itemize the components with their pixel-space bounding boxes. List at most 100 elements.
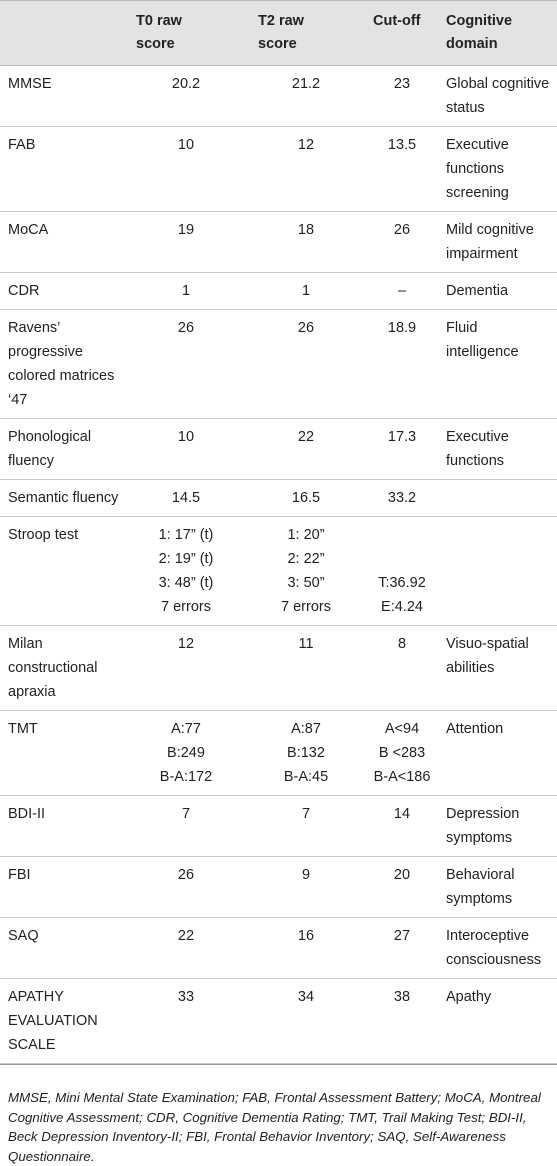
t0-cell-line: 1 [181, 283, 191, 299]
cutoff-cell-line: T:36.92 [378, 575, 426, 591]
test-cell-line: TMT [8, 721, 38, 737]
test-cell-line: EVALUATION [8, 1013, 98, 1029]
domain-cell: Depression symptoms [446, 802, 556, 850]
test-cell-line: ‘47 [8, 392, 28, 408]
test-cell-line: Milan [8, 636, 43, 652]
test-cell: MoCA [8, 218, 124, 242]
t0-cell: 14.5 [128, 486, 244, 510]
t2-cell-line: 7 errors [281, 599, 331, 615]
t0-cell-line: 1: 17” (t) [158, 527, 214, 543]
header-t0-line2: score [136, 36, 175, 52]
domain-cell: Executive functions [446, 425, 556, 473]
table-body: MMSE 20.2 21.2 23 Global cognitive status FAB 1… [0, 66, 557, 1064]
header-t2-line2: score [258, 36, 297, 52]
t0-cell: 10 [128, 133, 244, 157]
t0-cell: 20.2 [128, 72, 244, 96]
t0-cell-line: A:77 [171, 721, 201, 737]
cutoff-cell-line: 33.2 [387, 490, 417, 506]
t0-cell-line: 10 [177, 429, 195, 445]
t2-cell-line: 34 [297, 989, 315, 1005]
t0-cell-line: 3: 48” (t) [158, 575, 214, 591]
t2-cell: 34 [248, 985, 364, 1009]
header-t0: T0 raw score [136, 10, 246, 56]
test-cell-line: BDI-II [8, 806, 46, 822]
t2-cell: 7 [248, 802, 364, 826]
t2-cell-line: 2: 22” [287, 551, 325, 567]
t2-cell: 1: 20” 2: 22” 3: 50” 7 errors [248, 523, 364, 619]
cutoff-cell-line: – [397, 283, 407, 299]
t0-cell-line: 19 [177, 222, 195, 238]
table-footnote: MMSE, Mini Mental State Examination; FAB… [0, 1064, 557, 1166]
table-row: Semantic fluency 14.5 16.5 33.2 ​ [0, 480, 557, 517]
test-cell-line: MoCA [8, 222, 49, 238]
table-row: FAB 10 12 13.5 Executive functions screening [0, 127, 557, 212]
t0-cell-line: 26 [177, 320, 195, 336]
domain-cell-line: ​ [446, 486, 556, 510]
domain-cell: Fluid intelligence [446, 316, 556, 364]
header-t2: T2 raw score [258, 10, 368, 56]
t0-cell: 26 [128, 863, 244, 887]
t2-cell: 22 [248, 425, 364, 449]
t2-cell-line: 3: 50” [287, 575, 325, 591]
t0-cell: 12 [128, 632, 244, 656]
t0-cell: 10 [128, 425, 244, 449]
cutoff-cell: A<94 B <283 B-A<186 [361, 717, 443, 789]
cutoff-cell-line: 38 [393, 989, 411, 1005]
cutoff-cell-line: 17.3 [387, 429, 417, 445]
cutoff-cell: 8 [361, 632, 443, 656]
t2-cell-line: 7 [301, 806, 311, 822]
t2-cell: 9 [248, 863, 364, 887]
table-row: BDI-II 7 7 14 Depression symptoms [0, 796, 557, 857]
test-cell-line: APATHY [8, 989, 64, 1005]
domain-cell-line: status [446, 100, 485, 116]
cutoff-cell: – [361, 279, 443, 303]
table-row: MoCA 19 18 26 Mild cognitive impairment [0, 212, 557, 273]
test-cell-line: progressive [8, 344, 83, 360]
table-row: TMT A:77 B:249 B-A:172 A:87 B:132 B-A:45 A<94 B … [0, 711, 557, 796]
test-cell-line: Ravens’ [8, 320, 61, 336]
cutoff-cell-line: ​ [361, 547, 443, 571]
table-header: T0 raw score T2 raw score Cut-off Cognit… [0, 0, 557, 66]
t0-cell-line: B-A:172 [159, 769, 213, 785]
t2-cell: A:87 B:132 B-A:45 [248, 717, 364, 789]
t2-cell-line: 22 [297, 429, 315, 445]
t2-cell-line: 26 [297, 320, 315, 336]
cutoff-cell: 18.9 [361, 316, 443, 340]
test-cell-line: constructional [8, 660, 98, 676]
t2-cell: 1 [248, 279, 364, 303]
cutoff-cell: 20 [361, 863, 443, 887]
domain-cell: ​ [446, 486, 556, 510]
t0-cell: 33 [128, 985, 244, 1009]
t0-cell: A:77 B:249 B-A:172 [128, 717, 244, 789]
domain-cell-line: Global cognitive [446, 76, 550, 92]
domain-cell: ​ [446, 523, 556, 547]
domain-cell-line: Attention [446, 721, 504, 737]
domain-cell: Apathy [446, 985, 556, 1009]
domain-cell-line: Interoceptive [446, 928, 530, 944]
header-domain-line2: domain [446, 36, 498, 52]
table-row: Stroop test 1: 17” (t) 2: 19” (t) 3: 48” (t… [0, 517, 557, 626]
t0-cell: 1: 17” (t) 2: 19” (t) 3: 48” (t) 7 errors [128, 523, 244, 619]
header-cutoff: Cut-off [373, 10, 463, 33]
cutoff-cell-line: 8 [397, 636, 407, 652]
t0-cell-line: 22 [177, 928, 195, 944]
test-cell: FBI [8, 863, 124, 887]
t0-cell-line: 7 [181, 806, 191, 822]
t2-cell-line: 11 [298, 636, 314, 652]
domain-cell: Interoceptive consciousness [446, 924, 556, 972]
domain-cell-line: Visuo-spatial [446, 636, 529, 652]
test-cell-line: FAB [8, 137, 36, 153]
domain-cell-line: functions [446, 161, 505, 177]
cutoff-cell-line: 13.5 [387, 137, 417, 153]
domain-cell-line: impairment [446, 246, 518, 262]
t0-cell-line: 20.2 [171, 76, 201, 92]
cutoff-cell: 26 [361, 218, 443, 242]
test-cell: CDR [8, 279, 124, 303]
t0-cell: 19 [128, 218, 244, 242]
domain-cell-line: symptoms [446, 891, 513, 907]
t0-cell-line: 26 [177, 867, 195, 883]
cutoff-cell-line: 26 [393, 222, 411, 238]
cutoff-cell-line: B-A<186 [373, 769, 431, 785]
test-cell-line: MMSE [8, 76, 52, 92]
